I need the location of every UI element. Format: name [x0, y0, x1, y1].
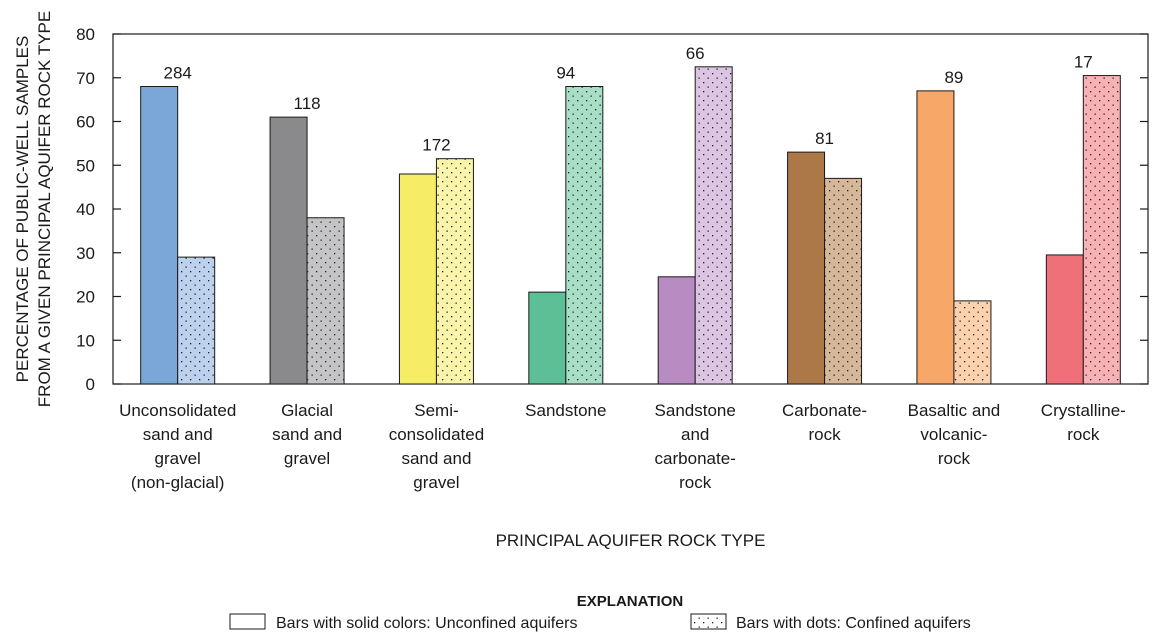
- category-label: Basaltic and volcanic-rock: [908, 401, 1001, 468]
- legend-title: EXPLANATION: [577, 593, 683, 610]
- bar-unconfined: [140, 86, 179, 385]
- x-axis-title: PRINCIPAL AQUIFER ROCK TYPE: [496, 531, 766, 550]
- category-label-line: Basaltic and: [908, 401, 1001, 420]
- sample-count-label: 89: [944, 68, 963, 87]
- y-tick-label: 0: [86, 375, 95, 394]
- category-label-line: gravel: [413, 473, 459, 492]
- bar-unconfined: [528, 291, 567, 385]
- category-label-line: sand and: [143, 425, 213, 444]
- y-tick-label: 50: [76, 156, 95, 175]
- y-tick-label: 60: [76, 113, 95, 132]
- category-label-line: Semi-: [414, 401, 458, 420]
- y-tick-label: 20: [76, 288, 95, 307]
- legend-label-unconfined: Bars with solid colors: Unconfined aquif…: [276, 615, 577, 632]
- category-label-line: rock: [809, 425, 842, 444]
- plot-area: 0 10 20 30 40 50 60 70 80 284 Unconsolidated sand a…: [76, 25, 1149, 550]
- category-group: 89 Basaltic and volcanic-rock: [908, 68, 1001, 468]
- category-label-line: Sandstone: [525, 401, 606, 420]
- bar-confined: [694, 66, 733, 385]
- category-label: Carbonate-rock: [782, 401, 867, 444]
- category-label-line: Unconsolidated: [119, 401, 236, 420]
- bar-confined: [306, 217, 345, 385]
- category-group: 172 Semi-consolidated sand and gravel: [389, 136, 484, 492]
- category-label: Unconsolidated sand and gravel (non-glacial…: [119, 401, 236, 492]
- bar-unconfined: [916, 90, 955, 385]
- category-group: 118 Glacial sand and gravel: [269, 94, 345, 468]
- category-label: Sandstone and carbonate-rock: [655, 401, 736, 492]
- y-axis-title: PERCENTAGE OF PUBLIC-WELL SAMPLES FROM A …: [13, 11, 54, 407]
- plot-frame: [112, 33, 1149, 385]
- category-group: 284 Unconsolidated sand and gravel (non-glac…: [119, 64, 236, 493]
- category-label-line: rock: [1067, 425, 1100, 444]
- category-label-line: gravel: [155, 449, 201, 468]
- sample-count-label: 17: [1074, 53, 1093, 72]
- category-label: Sandstone: [525, 401, 606, 420]
- category-label-line: rock: [679, 473, 712, 492]
- y-tick-label: 30: [76, 244, 95, 263]
- category-group: 66 Sandstone and carbonate-rock: [655, 44, 736, 492]
- sample-count-label: 81: [815, 129, 834, 148]
- bar-unconfined: [787, 151, 826, 385]
- bar-confined: [824, 177, 863, 385]
- sample-count-label: 118: [294, 94, 321, 113]
- y-tick-label: 40: [76, 200, 95, 219]
- category-label-line: consolidated: [389, 425, 484, 444]
- sample-count-label: 284: [164, 64, 192, 83]
- bar-confined: [177, 256, 216, 385]
- sample-count-label: 172: [422, 136, 450, 155]
- category-group: 81 Carbonate-rock: [782, 129, 867, 444]
- bar-unconfined: [269, 116, 308, 385]
- category-label: Crystalline-rock: [1041, 401, 1126, 444]
- bar-confined: [953, 300, 992, 385]
- y-axis-title-line: FROM A GIVEN PRINCIPAL AQUIFER ROCK TYPE: [35, 11, 54, 407]
- category-label-line: sand and: [272, 425, 342, 444]
- bar-unconfined: [657, 276, 696, 385]
- category-label-line: Glacial: [281, 401, 333, 420]
- category-label-line: rock: [938, 449, 971, 468]
- y-tick-label: 80: [76, 25, 95, 44]
- bar-unconfined: [1045, 254, 1084, 385]
- category-label-line: Sandstone: [655, 401, 736, 420]
- category-label-line: sand and: [401, 449, 471, 468]
- bar-unconfined: [398, 173, 437, 385]
- bar-confined: [435, 158, 474, 385]
- sample-count-label: 94: [556, 64, 575, 83]
- bar-confined: [1082, 75, 1121, 385]
- legend-swatch-dotted: [690, 613, 727, 630]
- category-label-line: gravel: [284, 449, 330, 468]
- y-axis-title-line: PERCENTAGE OF PUBLIC-WELL SAMPLES: [13, 36, 32, 383]
- category-label-line: Carbonate-: [782, 401, 867, 420]
- category-label-line: Crystalline-: [1041, 401, 1126, 420]
- y-tick-label: 70: [76, 69, 95, 88]
- bar-confined: [565, 86, 604, 385]
- legend-swatch-solid: [229, 613, 266, 630]
- category-label-line: (non-glacial): [131, 473, 225, 492]
- category-label: Semi-consolidated sand and gravel: [389, 401, 484, 492]
- y-tick-label: 10: [76, 331, 95, 350]
- category-label-line: and: [681, 425, 709, 444]
- category-label-line: volcanic-: [920, 425, 987, 444]
- category-group: 94 Sandstone: [525, 64, 606, 421]
- legend-label-confined: Bars with dots: Confined aquifers: [736, 615, 971, 632]
- category-label: Glacial sand and gravel: [272, 401, 342, 468]
- category-group: 17 Crystalline-rock: [1041, 53, 1126, 444]
- sample-count-label: 66: [686, 44, 705, 63]
- category-label-line: carbonate-: [655, 449, 736, 468]
